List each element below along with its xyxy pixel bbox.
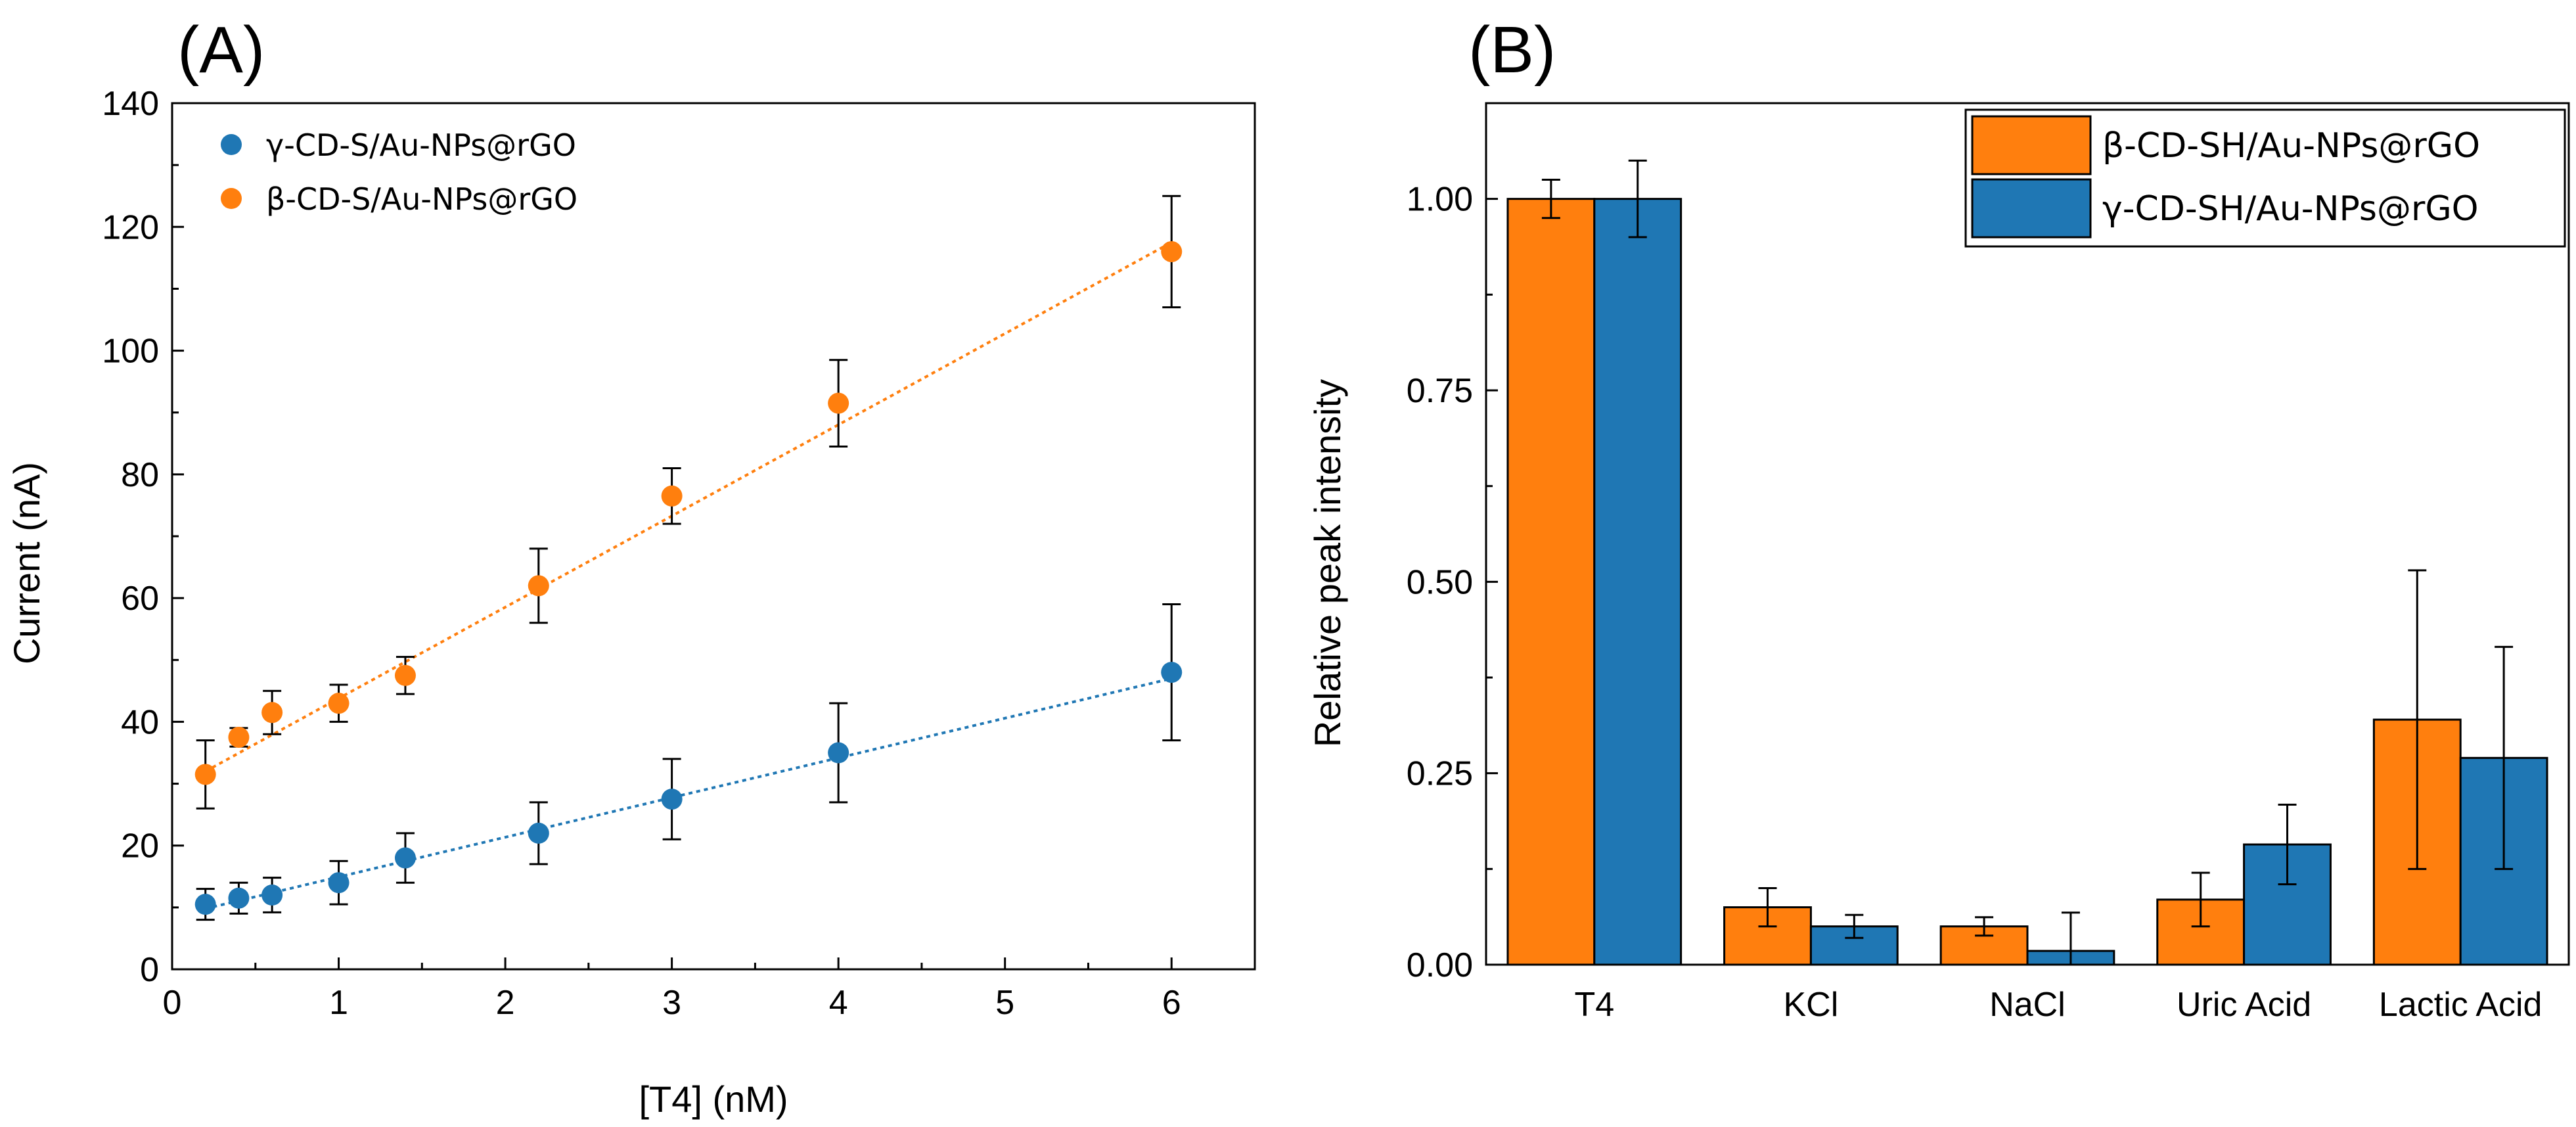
panel-a-legend-marker-beta (221, 188, 242, 209)
panel-a-beta-data-point (1161, 241, 1183, 262)
panel-a-legend: γ-CD-S/Au-NPs@rGO β-CD-S/Au-NPs@rGO (221, 127, 577, 217)
panel-b-category-label: Uric Acid (2177, 986, 2311, 1024)
panel-b-legend-label-beta: β-CD-SH/Au-NPs@rGO (2102, 126, 2480, 166)
panel-a-beta-data-point (261, 702, 283, 724)
panel-a-y-tick-label: 140 (102, 85, 159, 123)
panel-b-category-label: Lactic Acid (2379, 986, 2542, 1024)
panel-a-beta-data-point (528, 575, 549, 597)
panel-a-beta-data-point (228, 726, 250, 748)
panel-a-y-tick-label: 60 (121, 580, 159, 618)
panel-b-category-label: KCl (1784, 986, 1839, 1024)
panel-a-x-tick-label: 6 (1162, 984, 1181, 1022)
panel-a-y-tick-label: 80 (121, 456, 159, 494)
panel-b-bar-chart: (B) T4 KCl NaCl Uric Acid Lactic Acid 0.00 0.2… (1307, 13, 2570, 1024)
panel-a-beta-fit-line (204, 241, 1173, 773)
panel-a-gamma-data-point (1161, 662, 1183, 683)
panel-b-category-label: T4 (1574, 986, 1614, 1024)
panel-a-frame (171, 102, 1256, 971)
panel-a-beta-data-point (328, 693, 350, 714)
panel-a-x-axis-title: [T4] (nM) (639, 1078, 788, 1120)
panel-a-x-tick-label: 4 (829, 984, 848, 1022)
panel-b-y-tick-label: 0.00 (1407, 946, 1473, 984)
panel-b-y-tick-label: 0.25 (1407, 755, 1473, 793)
panel-a-label: (A) (177, 13, 265, 87)
panel-a-y-tick-label: 100 (102, 333, 159, 371)
panel-a-legend-label-beta: β-CD-S/Au-NPs@rGO (266, 181, 577, 217)
panel-b-legend-swatch-gamma (1971, 178, 2092, 239)
panel-b-legend: β-CD-SH/Au-NPs@rGO γ-CD-SH/Au-NPs@rGO (1964, 108, 2566, 248)
panel-a-x-tick-label: 5 (995, 984, 1014, 1022)
panel-a-y-tick-label: 120 (102, 208, 159, 246)
panel-a-beta-data-point (194, 764, 216, 785)
panel-a-gamma-fit-line (205, 677, 1172, 910)
panel-b-y-axis-title: Relative peak intensity (1307, 379, 1348, 747)
panel-a-legend-marker-gamma (221, 134, 242, 155)
panel-a-y-tick-label: 20 (121, 827, 159, 865)
panel-a-gamma-data-point (528, 822, 549, 844)
panel-a-beta-data-point (828, 392, 849, 414)
panel-a-x-tick-label: 1 (329, 984, 348, 1022)
panel-b-plot-area: T4 KCl NaCl Uric Acid Lactic Acid 0.00 0.25 0.5… (1407, 102, 2570, 1024)
panel-a-y-tick-label: 0 (140, 951, 159, 989)
panel-a-x-tick-label: 3 (662, 984, 681, 1022)
panel-a-y-axis-title: Current (nA) (6, 462, 47, 664)
panel-b-label: (B) (1468, 13, 1556, 87)
panel-b-y-tick-label: 0.50 (1407, 563, 1473, 601)
panel-b-category-label: NaCl (1989, 986, 2066, 1024)
panel-a-beta-data-point (661, 485, 683, 507)
panel-a-gamma-data-point (194, 894, 216, 915)
panel-b-legend-swatch-beta (1971, 115, 2092, 175)
panel-b-y-tick-label: 0.75 (1407, 372, 1473, 410)
panel-b-gamma-bar (1593, 198, 1683, 966)
panel-a-legend-label-gamma: γ-CD-S/Au-NPs@rGO (266, 127, 576, 163)
panel-a-gamma-data-point (661, 789, 683, 810)
panel-a-gamma-data-point (394, 847, 416, 869)
panel-b-beta-bar (1506, 198, 1596, 966)
panel-a-gamma-data-point (261, 885, 283, 906)
panel-a-y-tick-label: 40 (121, 703, 159, 741)
panel-a-x-tick-label: 0 (163, 984, 182, 1022)
panel-a-gamma-data-point (328, 872, 350, 894)
panel-b-y-tick-label: 1.00 (1407, 181, 1473, 219)
panel-a-x-tick-label: 2 (496, 984, 515, 1022)
panel-a-gamma-data-point (228, 887, 250, 909)
panel-a-gamma-data-point (828, 742, 849, 764)
panel-a-beta-data-point (394, 664, 416, 686)
panel-b-legend-label-gamma: γ-CD-SH/Au-NPs@rGO (2102, 189, 2479, 229)
